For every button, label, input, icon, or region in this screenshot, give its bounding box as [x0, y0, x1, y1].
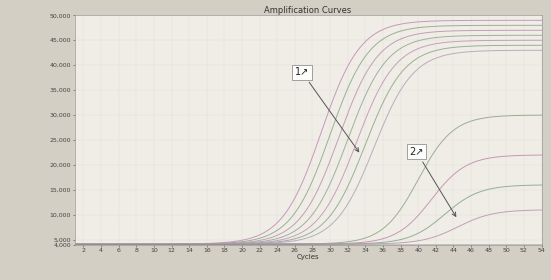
Text: 2↗: 2↗ [409, 147, 456, 216]
X-axis label: Cycles: Cycles [297, 255, 320, 260]
Text: 1↗: 1↗ [295, 67, 359, 152]
Title: Amplification Curves: Amplification Curves [264, 6, 352, 15]
